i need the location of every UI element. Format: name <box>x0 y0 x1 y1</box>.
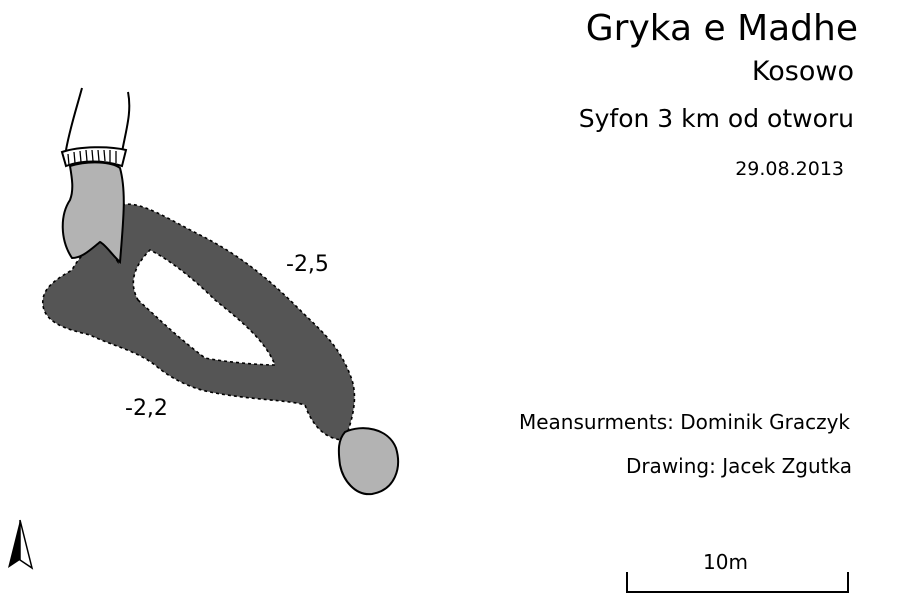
scale-bar <box>626 572 849 593</box>
air-pocket-upper <box>61 161 125 265</box>
scale-bar-label: 10m <box>703 550 748 574</box>
drawing-credit: Drawing: Jacek Zgutka <box>625 454 852 478</box>
measurements-credit: Meansurments: Dominik Graczyk <box>518 410 850 434</box>
subtitle: Syfon 3 km od otworu <box>578 104 854 133</box>
dry-passage-walls <box>65 87 131 153</box>
depth-label-lower: -2,2 <box>125 396 168 421</box>
ceiling-step <box>60 146 128 168</box>
page-title: Gryka e Madhe <box>585 8 858 49</box>
survey-date: 29.08.2013 <box>735 158 844 180</box>
region-label: Kosowo <box>751 56 854 87</box>
north-arrow-icon <box>8 519 34 570</box>
depth-label-upper: -2,5 <box>286 252 329 277</box>
air-pocket-lower <box>337 427 400 496</box>
